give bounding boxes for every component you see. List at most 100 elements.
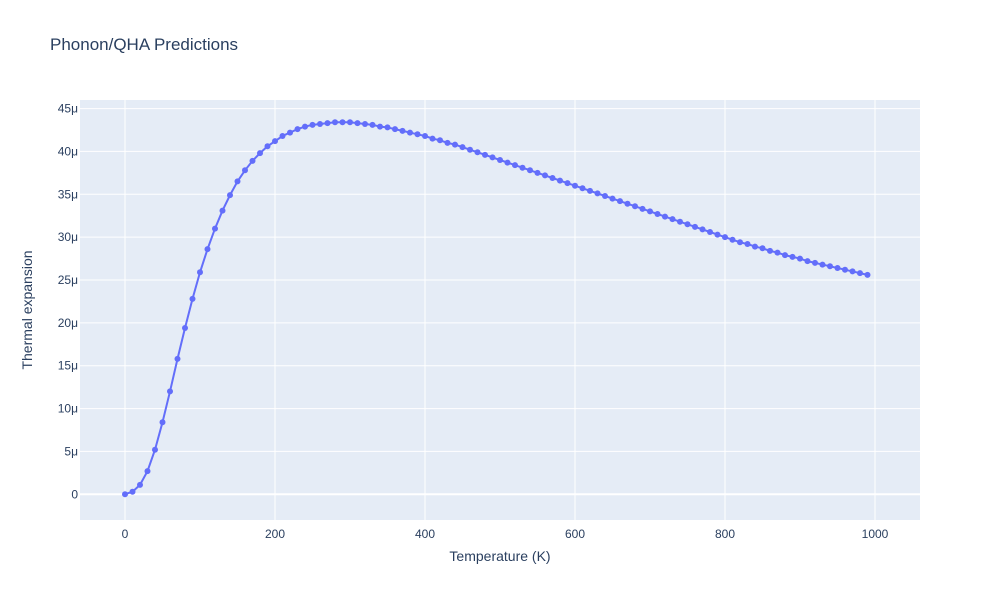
y-tick-label: 35μ (58, 187, 78, 201)
data-point (257, 150, 263, 157)
data-point (377, 123, 383, 130)
data-point (362, 121, 368, 127)
data-point (752, 243, 758, 250)
data-point (609, 195, 616, 202)
data-point (317, 121, 323, 127)
data-point (827, 263, 833, 270)
data-point (437, 137, 443, 144)
data-point (137, 481, 143, 488)
data-point (249, 157, 256, 164)
data-point (767, 247, 773, 254)
data-point (384, 124, 391, 131)
data-point (744, 241, 751, 247)
data-point (354, 120, 361, 127)
data-point (774, 249, 781, 256)
y-tick-label: 45μ (58, 102, 78, 116)
data-point (197, 269, 203, 276)
data-point (474, 149, 481, 156)
data-point (542, 172, 548, 179)
data-point (527, 167, 533, 174)
data-point (714, 231, 721, 238)
data-point (572, 182, 578, 189)
data-point (497, 157, 503, 163)
data-point (174, 355, 181, 362)
y-tick-label: 5μ (64, 444, 78, 458)
series-line (124, 121, 868, 496)
data-point (624, 200, 631, 207)
data-point (737, 239, 743, 246)
x-tick-label: 800 (715, 527, 735, 541)
data-point (332, 119, 338, 126)
y-axis-label: Thermal expansion (19, 250, 35, 369)
data-point (519, 164, 526, 171)
data-point (294, 126, 301, 133)
data-point (324, 120, 331, 127)
data-point (782, 252, 788, 259)
x-axis-ticks: 0 200 400 600 800 1000 (122, 527, 889, 541)
data-point (347, 119, 353, 126)
data-point (122, 491, 128, 498)
data-point (707, 229, 713, 235)
data-point (849, 268, 856, 275)
data-point (227, 192, 233, 199)
grid-lines (80, 100, 920, 520)
data-point (684, 221, 691, 228)
data-point (857, 270, 863, 277)
data-point (279, 133, 286, 139)
data-point (512, 162, 518, 169)
data-point (429, 135, 436, 142)
y-tick-label: 40μ (58, 144, 78, 158)
data-point (407, 129, 413, 136)
data-point (654, 211, 661, 217)
data-point (489, 154, 496, 161)
data-point (182, 325, 188, 331)
data-point (797, 255, 803, 262)
data-point (212, 225, 218, 232)
data-point (617, 198, 623, 205)
plot-area (80, 100, 920, 520)
data-point (587, 187, 593, 194)
data-point (159, 419, 166, 426)
data-point (204, 246, 211, 253)
chart-title: Phonon/QHA Predictions (50, 35, 238, 54)
data-point (534, 169, 541, 176)
data-point (834, 265, 841, 271)
data-point (549, 175, 556, 181)
y-tick-label: 25μ (58, 273, 78, 287)
data-point (639, 205, 646, 212)
x-tick-label: 600 (565, 527, 585, 541)
data-point (467, 146, 473, 153)
data-point (662, 213, 668, 220)
data-point (504, 159, 511, 166)
data-point (302, 123, 308, 130)
data-point (287, 129, 293, 136)
data-point (864, 271, 871, 278)
data-point (452, 141, 458, 148)
y-axis-ticks: 0 5μ 10μ 15μ 20μ 25μ 30μ 35μ 40μ 45μ (58, 102, 79, 502)
data-point (812, 259, 818, 266)
data-point (677, 218, 683, 225)
data-point (392, 126, 398, 133)
data-point (339, 119, 346, 126)
x-tick-label: 400 (415, 527, 435, 541)
data-point (722, 234, 728, 241)
data-point (144, 468, 151, 475)
data-point (699, 226, 706, 233)
data-point (264, 143, 271, 150)
x-tick-label: 0 (122, 527, 129, 541)
data-point (272, 138, 278, 145)
data-point (422, 133, 428, 139)
data-point (369, 121, 376, 128)
data-point (579, 185, 586, 192)
data-point (459, 144, 466, 151)
data-point (234, 178, 241, 185)
data-point (444, 139, 451, 146)
data-point (219, 207, 226, 214)
data-point (189, 295, 196, 302)
data-point (647, 208, 653, 215)
y-tick-label: 30μ (58, 230, 78, 244)
data-point (759, 245, 766, 252)
data-point (789, 253, 796, 260)
y-tick-label: 0 (71, 487, 78, 501)
